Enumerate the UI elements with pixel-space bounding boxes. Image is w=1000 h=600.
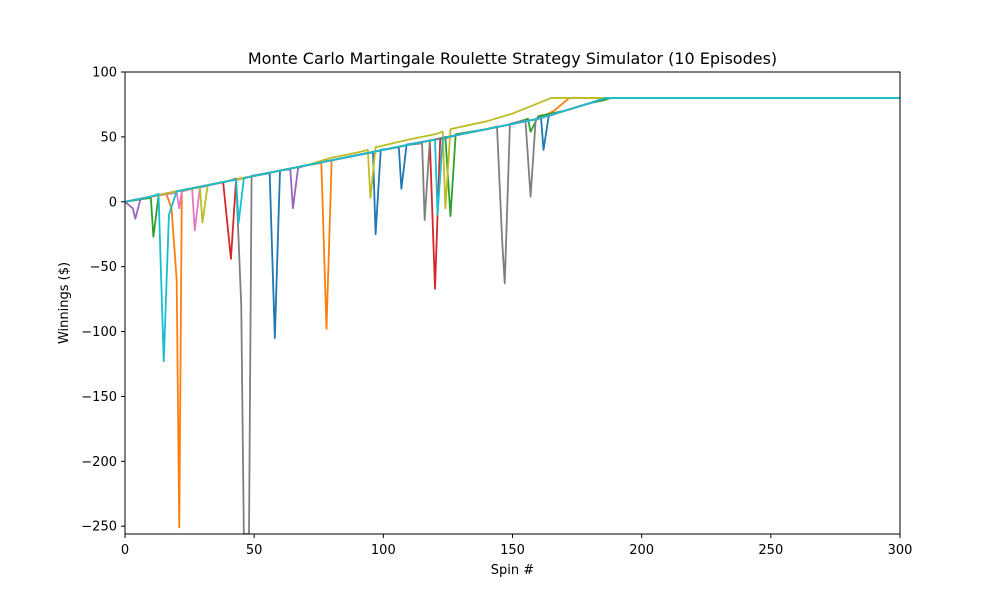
series-line-10: [125, 97, 900, 363]
x-tick-label: 0: [121, 543, 129, 558]
y-tick-label: −50: [90, 260, 117, 275]
y-tick-label: −200: [81, 455, 117, 470]
x-axis: 0 50 100 150 200 250 300: [121, 534, 913, 558]
series-line-9: [125, 97, 900, 224]
x-tick-label: 150: [500, 543, 525, 558]
y-tick-label: −150: [81, 390, 117, 405]
x-tick-label: 50: [246, 543, 263, 558]
y-axis-label: Winnings ($): [57, 262, 72, 344]
y-tick-label: −100: [81, 325, 117, 340]
x-tick-label: 100: [371, 543, 396, 558]
chart-title: Monte Carlo Martingale Roulette Strategy…: [248, 49, 777, 68]
y-tick-label: 50: [100, 130, 117, 145]
x-axis-label: Spin #: [491, 563, 534, 578]
x-tick-label: 300: [888, 543, 913, 558]
y-axis: −250 −200 −150 −100 −50 0 50 100: [81, 66, 125, 535]
y-tick-label: −250: [81, 520, 117, 535]
y-tick-label: 0: [109, 195, 117, 210]
x-tick-label: 250: [758, 543, 783, 558]
x-tick-label: 200: [629, 543, 654, 558]
series-lines: [125, 97, 900, 534]
y-tick-label: 100: [92, 66, 117, 81]
